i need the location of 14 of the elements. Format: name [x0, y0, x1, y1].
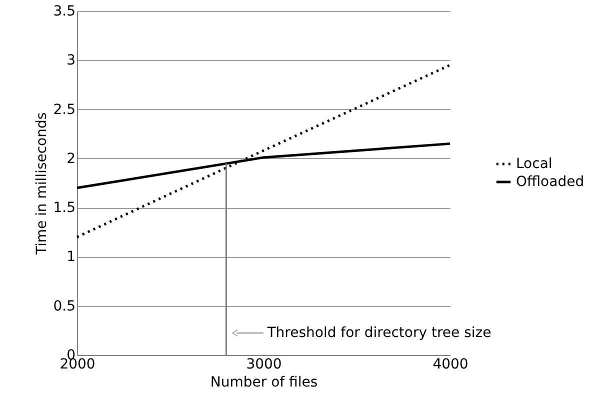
- y-tick-label: 2.5: [53, 102, 76, 118]
- y-tick-label: 1: [66, 249, 76, 266]
- y-tick-label: 3.5: [53, 4, 76, 20]
- legend-label: Offloaded: [516, 174, 584, 190]
- x-axis-title: Number of files: [210, 374, 318, 390]
- legend-label: Local: [516, 156, 552, 172]
- y-tick-label: 2: [66, 150, 76, 167]
- y-tick-label: 0.5: [53, 298, 76, 314]
- x-tick-label: 4000: [432, 356, 468, 372]
- y-tick-label: 1.5: [53, 200, 76, 216]
- ref-line-label: Threshold for directory tree size: [266, 324, 492, 341]
- y-tick-label: 3: [66, 52, 76, 69]
- x-tick-label: 3000: [246, 356, 282, 372]
- y-axis-title: Time in milliseconds: [34, 112, 50, 256]
